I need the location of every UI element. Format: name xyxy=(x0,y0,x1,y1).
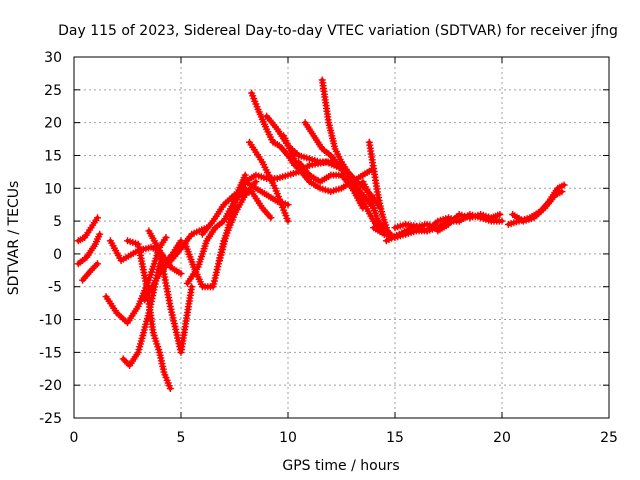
series-track-32 xyxy=(509,188,566,225)
x-tick-label: 10 xyxy=(279,430,297,446)
y-axis-label: SDTVAR / TECUs xyxy=(6,181,22,296)
y-tick-label: 15 xyxy=(44,148,62,164)
x-tick-label: 20 xyxy=(493,430,511,446)
x-tick-label: 0 xyxy=(70,430,79,446)
data-point xyxy=(166,385,174,392)
y-tick-label: -25 xyxy=(39,411,62,427)
y-tick-label: -5 xyxy=(48,280,62,296)
data-point xyxy=(177,270,185,278)
y-tick-label: 10 xyxy=(44,181,62,197)
y-tick-label: -20 xyxy=(39,378,62,394)
series-track-26 xyxy=(365,138,390,232)
data-point xyxy=(87,266,95,274)
data-series xyxy=(74,76,568,392)
series-track-21 xyxy=(295,158,367,212)
data-point xyxy=(94,214,101,222)
data-point xyxy=(90,263,98,271)
series-track-17 xyxy=(246,138,292,225)
data-point xyxy=(382,224,390,232)
x-tick-labels: 0 5 10 15 20 25 xyxy=(70,430,618,446)
y-tick-label: 25 xyxy=(44,83,62,99)
y-tick-labels: -25 -20 -15 -10 -5 0 5 10 15 20 25 30 xyxy=(39,50,62,427)
x-tick-label: 15 xyxy=(386,430,404,446)
series-track-30 xyxy=(434,211,504,235)
data-point xyxy=(558,188,566,196)
data-point xyxy=(162,234,170,241)
x-axis-label: GPS time / hours xyxy=(282,458,399,474)
x-tick-label: 5 xyxy=(177,430,186,446)
data-point xyxy=(96,230,104,238)
data-point xyxy=(92,261,100,269)
y-tick-label: -10 xyxy=(39,313,62,329)
data-point xyxy=(241,171,249,179)
data-point xyxy=(252,178,260,186)
series-track-2 xyxy=(74,230,104,268)
data-point xyxy=(284,201,292,209)
y-tick-label: 30 xyxy=(44,50,62,66)
series-track-8 xyxy=(145,227,196,356)
y-tick-label: -15 xyxy=(39,345,62,361)
series-track-15 xyxy=(237,188,275,222)
x-tick-label: 25 xyxy=(600,430,618,446)
data-point xyxy=(496,211,504,218)
y-tick-label: 0 xyxy=(53,247,62,263)
data-point xyxy=(94,260,101,268)
chart-title: Day 115 of 2023, Sidereal Day-to-day VTE… xyxy=(58,23,618,39)
series-track-1 xyxy=(74,214,101,245)
y-tick-label: 5 xyxy=(53,214,62,230)
data-point xyxy=(560,181,568,189)
plot-frame xyxy=(73,56,610,419)
data-point xyxy=(188,283,196,291)
series-track-3 xyxy=(79,260,101,284)
data-point xyxy=(267,214,275,222)
data-point xyxy=(374,217,382,225)
y-tick-label: 20 xyxy=(44,116,62,132)
data-point xyxy=(498,217,506,225)
data-point xyxy=(284,217,292,225)
data-point xyxy=(121,357,129,365)
